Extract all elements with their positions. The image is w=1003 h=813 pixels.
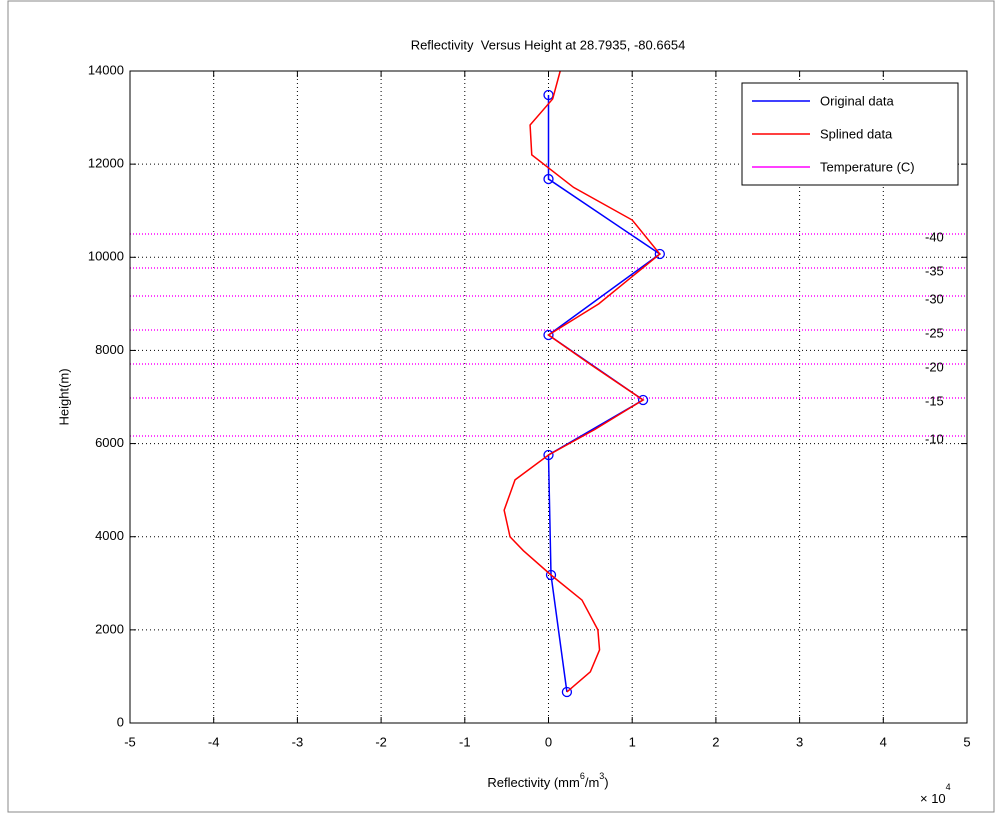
temperature-label: -15 xyxy=(925,393,944,408)
x-tick-label: -1 xyxy=(459,734,471,749)
data-marker xyxy=(543,329,554,341)
data-marker xyxy=(543,449,554,461)
x-tick-label: 5 xyxy=(963,734,970,749)
data-marker xyxy=(545,569,557,581)
x-multiplier-base: × 10 xyxy=(920,791,946,806)
x-axis-label-part: /m xyxy=(585,775,599,790)
x-axis-label-part: Reflectivity (mm xyxy=(487,775,579,790)
x-axis-label-sup: 3 xyxy=(599,771,604,781)
x-tick-label: 3 xyxy=(796,734,803,749)
temperature-label: -20 xyxy=(925,359,944,374)
temperature-label: -30 xyxy=(925,291,944,306)
series-line xyxy=(503,70,661,693)
x-multiplier: × 104 xyxy=(920,782,951,806)
x-tick-label: 1 xyxy=(629,734,636,749)
legend-label: Splined data xyxy=(820,126,893,141)
y-axis-label: Height(m) xyxy=(56,368,71,425)
data-marker xyxy=(561,686,573,698)
y-tick-label: 8000 xyxy=(95,342,124,357)
x-tick-label: 4 xyxy=(880,734,887,749)
chart-title: Reflectivity Versus Height at 28.7935, -… xyxy=(411,37,686,52)
y-tick-label: 6000 xyxy=(95,435,124,450)
plot-frame xyxy=(129,70,968,724)
y-tick-label: 0 xyxy=(117,714,124,729)
x-axis-label-sup: 6 xyxy=(580,771,585,781)
x-tick-label: -4 xyxy=(208,734,220,749)
data-marker xyxy=(654,248,665,260)
y-tick-label: 14000 xyxy=(88,62,124,77)
x-tick-label: 2 xyxy=(712,734,719,749)
data-marker xyxy=(637,394,649,406)
temperature-label: -10 xyxy=(925,431,944,446)
x-tick-label: -2 xyxy=(375,734,387,749)
y-tick-label: 12000 xyxy=(88,156,124,171)
y-tick-label: 4000 xyxy=(95,528,124,543)
legend-label: Temperature (C) xyxy=(820,159,915,174)
temperature-label: -35 xyxy=(925,263,944,278)
x-multiplier-exp: 4 xyxy=(946,782,951,792)
data-marker xyxy=(543,173,554,185)
x-tick-label: 0 xyxy=(545,734,552,749)
temperature-label: -25 xyxy=(925,325,944,340)
legend-label: Original data xyxy=(820,93,894,108)
y-tick-label: 10000 xyxy=(88,249,124,264)
x-tick-label: -3 xyxy=(292,734,304,749)
y-tick-label: 2000 xyxy=(95,621,124,636)
x-axis-label-part: ) xyxy=(604,775,608,790)
temperature-label: -40 xyxy=(925,229,944,244)
x-tick-label: -5 xyxy=(124,734,136,749)
x-axis-label: Reflectivity (mm6/m3) xyxy=(487,771,608,790)
